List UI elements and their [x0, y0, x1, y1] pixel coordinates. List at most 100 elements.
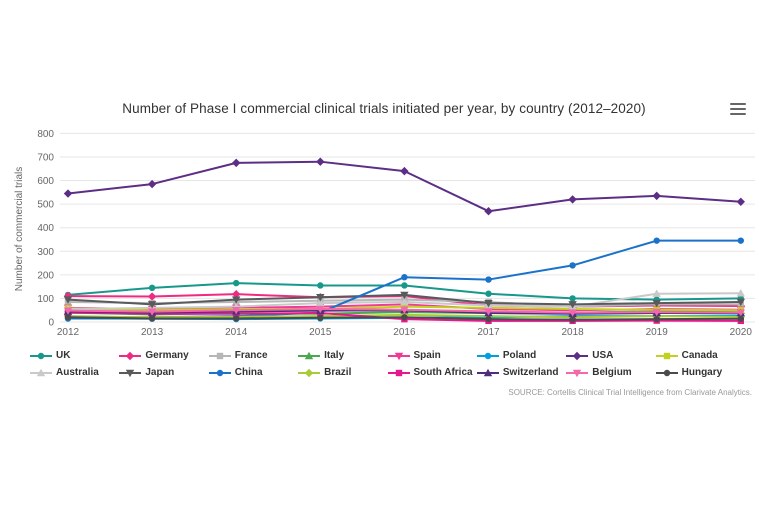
- data-point-japan-2012[interactable]: [63, 296, 73, 304]
- data-point-australia-2016[interactable]: [400, 297, 409, 306]
- legend-marker-icon-poland: [476, 352, 499, 359]
- data-point-china-2018[interactable]: [569, 262, 576, 269]
- data-point-hungary-2016[interactable]: [401, 314, 408, 321]
- legend-symbol-hungary[interactable]: [663, 369, 670, 376]
- data-point-usa-2012[interactable]: [63, 189, 73, 198]
- legend-item-brazil[interactable]: Brazil: [298, 367, 387, 378]
- legend-symbol-france[interactable]: [216, 352, 223, 359]
- data-point-belgium-2012[interactable]: [63, 307, 73, 315]
- data-point-belgium-2014[interactable]: [232, 307, 241, 315]
- data-point-hungary-2015[interactable]: [317, 314, 324, 321]
- legend-marker-icon-spain: [387, 352, 410, 360]
- y-tick-label: 400: [37, 223, 54, 234]
- data-point-china-2017[interactable]: [485, 276, 492, 283]
- data-point-usa-2020[interactable]: [736, 197, 745, 206]
- data-point-usa-2015[interactable]: [316, 157, 325, 166]
- data-point-china-2020[interactable]: [737, 237, 744, 244]
- legend-symbol-poland[interactable]: [484, 352, 492, 359]
- legend-label-uk: UK: [56, 350, 71, 361]
- legend-symbol-uk[interactable]: [37, 352, 45, 359]
- legend-symbol-italy[interactable]: [304, 351, 314, 359]
- data-point-australia-2020[interactable]: [736, 289, 745, 297]
- data-point-uk-2013[interactable]: [148, 284, 156, 292]
- legend-symbol-brazil[interactable]: [304, 368, 314, 377]
- data-point-germany-2013[interactable]: [147, 292, 157, 301]
- legend-item-china[interactable]: China: [208, 367, 298, 378]
- data-point-belgium-2017[interactable]: [484, 308, 493, 316]
- data-point-china-2019[interactable]: [653, 237, 660, 244]
- data-point-uk-2014[interactable]: [233, 279, 240, 287]
- legend-marker-icon-australia: [30, 368, 52, 376]
- data-point-australia-2015[interactable]: [316, 298, 325, 307]
- data-point-china-2016[interactable]: [401, 274, 408, 281]
- data-point-belgium-2020[interactable]: [736, 309, 745, 317]
- legend-marker-icon-italy: [298, 351, 321, 359]
- data-point-usa-2013[interactable]: [147, 179, 157, 189]
- data-point-germany-2014[interactable]: [232, 289, 241, 299]
- legend-item-uk[interactable]: UK: [30, 350, 119, 361]
- data-point-usa-2019[interactable]: [652, 191, 661, 201]
- legend-item-poland[interactable]: Poland: [476, 350, 566, 361]
- data-point-belgium-2019[interactable]: [652, 308, 661, 317]
- data-point-japan-2018[interactable]: [568, 301, 577, 309]
- legend-item-japan[interactable]: Japan: [119, 367, 208, 378]
- data-point-germany-2012[interactable]: [63, 291, 73, 301]
- data-point-usa-2017[interactable]: [484, 206, 493, 216]
- legend-item-switzerland[interactable]: Switzerland: [476, 367, 566, 378]
- data-point-uk-2016[interactable]: [401, 282, 408, 289]
- legend-symbol-switzerland[interactable]: [483, 368, 493, 376]
- data-point-hungary-2012[interactable]: [64, 314, 72, 321]
- data-point-japan-2019[interactable]: [652, 299, 661, 308]
- data-point-japan-2015[interactable]: [316, 294, 325, 302]
- data-point-japan-2014[interactable]: [232, 296, 241, 304]
- legend-item-canada[interactable]: Canada: [655, 350, 745, 361]
- data-point-belgium-2018[interactable]: [568, 309, 577, 317]
- legend-symbol-australia[interactable]: [36, 368, 46, 376]
- legend-label-brazil: Brazil: [324, 367, 352, 378]
- series-hungary: [64, 314, 744, 323]
- legend-symbol-japan[interactable]: [126, 369, 135, 377]
- data-point-japan-2016[interactable]: [400, 291, 409, 300]
- data-point-usa-2018[interactable]: [568, 195, 577, 204]
- legend-symbol-belgium[interactable]: [573, 369, 582, 377]
- legend-symbol-south-africa[interactable]: [395, 369, 402, 376]
- legend-label-japan: Japan: [145, 367, 175, 378]
- data-point-usa-2014[interactable]: [232, 158, 241, 168]
- legend-item-spain[interactable]: Spain: [387, 350, 477, 361]
- data-point-hungary-2017[interactable]: [485, 315, 492, 323]
- hamburger-menu-icon[interactable]: [730, 103, 746, 115]
- data-point-hungary-2014[interactable]: [233, 315, 240, 322]
- data-point-belgium-2013[interactable]: [147, 308, 157, 316]
- data-point-hungary-2018[interactable]: [569, 316, 576, 323]
- data-point-japan-2013[interactable]: [147, 301, 157, 309]
- data-point-uk-2018[interactable]: [569, 295, 576, 302]
- legend-symbol-germany[interactable]: [126, 351, 135, 360]
- legend-item-australia[interactable]: Australia: [30, 367, 119, 378]
- data-point-belgium-2016[interactable]: [400, 306, 409, 314]
- legend-item-south-africa[interactable]: South Africa: [387, 367, 477, 378]
- legend-symbol-spain[interactable]: [394, 352, 403, 360]
- data-point-uk-2015[interactable]: [317, 282, 324, 289]
- data-point-hungary-2013[interactable]: [148, 315, 156, 322]
- legend-item-hungary[interactable]: Hungary: [655, 367, 745, 378]
- legend-symbol-usa[interactable]: [573, 351, 582, 360]
- series-belgium: [63, 305, 745, 317]
- legend-item-usa[interactable]: USA: [566, 350, 655, 361]
- data-point-uk-2017[interactable]: [485, 290, 492, 297]
- chart-title: Number of Phase I commercial clinical tr…: [122, 101, 646, 116]
- legend-item-france[interactable]: France: [208, 350, 298, 361]
- data-point-australia-2019[interactable]: [652, 289, 661, 297]
- legend-label-france: France: [234, 350, 268, 361]
- data-point-usa-2016[interactable]: [400, 166, 409, 176]
- legend-item-germany[interactable]: Germany: [119, 350, 208, 361]
- legend-item-italy[interactable]: Italy: [298, 350, 387, 361]
- data-point-japan-2017[interactable]: [484, 299, 493, 308]
- data-point-hungary-2020[interactable]: [737, 315, 744, 322]
- data-point-hungary-2019[interactable]: [653, 315, 660, 323]
- data-point-japan-2020[interactable]: [736, 298, 745, 307]
- legend-item-belgium[interactable]: Belgium: [566, 367, 655, 378]
- x-tick-label: 2013: [141, 327, 164, 338]
- data-point-belgium-2015[interactable]: [316, 305, 325, 314]
- legend-symbol-canada[interactable]: [663, 352, 670, 359]
- legend-symbol-china[interactable]: [216, 369, 223, 376]
